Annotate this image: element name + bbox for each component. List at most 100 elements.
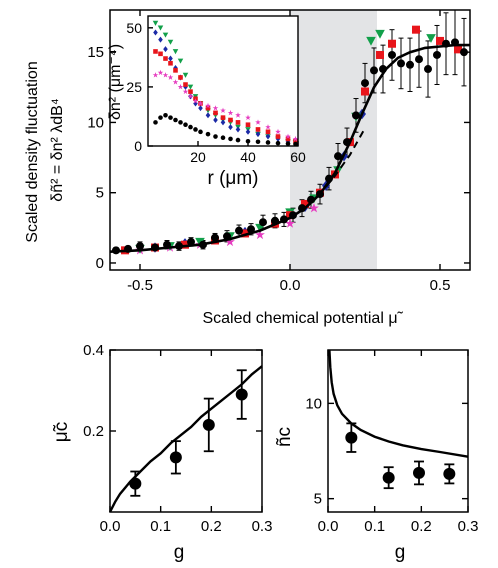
bottom-right-panel: 0.0 0.1 0.2 0.3 5 10 [305, 349, 478, 535]
main-data-point [426, 34, 436, 43]
inset-data-point [245, 128, 251, 135]
main-data-point [241, 229, 249, 238]
bottom-left-panel: 0.0 0.1 0.2 0.3 0.2 0.4 [83, 342, 272, 535]
inset-data-point [168, 55, 173, 62]
inset-data-point [157, 69, 164, 76]
inset-data-point [188, 89, 193, 94]
br-y-tick-label: 10 [305, 395, 322, 412]
main-data-point [370, 66, 378, 75]
br-x-tick-label: 0.1 [364, 518, 385, 535]
main-x-tick-label: 0.5 [430, 277, 451, 294]
inset-data-point [265, 129, 271, 135]
br-y-axis-label: ñc [274, 427, 295, 447]
inset-data-point [220, 107, 226, 113]
main-data-point [454, 45, 462, 54]
inset-data-point [293, 141, 298, 147]
inset-data-point [228, 124, 233, 131]
inset-data-point [205, 105, 211, 111]
inset-data-point [220, 119, 226, 126]
inset-data-point [228, 136, 233, 142]
main-data-point [255, 229, 265, 240]
inset-data-point [188, 124, 193, 130]
main-data-point [412, 25, 420, 34]
main-x-tick-label: 0.0 [280, 277, 301, 294]
main-data-point [406, 60, 414, 69]
inset-data-point [235, 137, 241, 143]
inset-data-point [178, 75, 183, 80]
br-data-point [443, 467, 456, 480]
inset-data-point [172, 49, 179, 55]
inset-data-point [255, 127, 261, 132]
inset-data-point [167, 39, 174, 45]
inset-data-point [255, 131, 261, 138]
inset-data-point [265, 140, 271, 145]
br-plot-frame [327, 349, 469, 513]
main-data-point [415, 55, 423, 64]
main-data-point [259, 218, 267, 227]
inset-data-point [255, 119, 261, 125]
bl-x-axis-label: g [174, 542, 185, 563]
inset-data-point [285, 136, 291, 142]
inset-data-point [172, 79, 179, 85]
critical-region-shading [290, 10, 377, 270]
inset-data-point [192, 98, 199, 104]
main-y-axis-label-line2: δñ² = δn² λdB⁴ [49, 98, 66, 202]
main-y-tick-label: 15 [87, 44, 104, 61]
main-x-axis-label: Scaled chemical potential μ̃ [202, 310, 403, 327]
main-fit-curve [109, 43, 470, 253]
inset-data-point [183, 82, 188, 87]
inset-data-point [163, 56, 168, 61]
inset-data-point [228, 117, 233, 123]
inset-data-point [275, 128, 281, 135]
inset-data-point [158, 115, 163, 120]
inset-x-tick-label: 40 [240, 149, 256, 165]
inset-data-point [177, 58, 184, 64]
bl-x-tick-label: 0.3 [252, 518, 273, 535]
inset-data-point [153, 120, 158, 125]
main-data-point [285, 218, 295, 228]
inset-data-point [275, 134, 281, 139]
main-data-point [301, 199, 309, 208]
inset-data-point [158, 36, 163, 43]
main-data-point [388, 39, 396, 48]
inset-y-axis-label: δn² (μm⁻⁴) [107, 44, 124, 120]
inset-data-point [205, 131, 211, 137]
main-x-tick-label: -0.5 [127, 277, 153, 294]
bl-data-point [129, 477, 142, 490]
br-data-point [345, 431, 358, 444]
inset-data-point [285, 141, 291, 146]
inset-y-tick-label: 0 [134, 138, 142, 154]
main-data-point [181, 240, 189, 249]
inset-data-point [255, 139, 261, 145]
inset-data-point [292, 135, 299, 142]
inset-data-point [167, 74, 174, 80]
bl-x-tick-label: 0.1 [150, 518, 171, 535]
main-data-point [136, 242, 144, 251]
main-data-point [388, 50, 396, 59]
main-data-point [361, 79, 369, 88]
inset-data-point [153, 49, 158, 54]
inset-data-point [293, 138, 298, 144]
bl-x-tick-label: 0.0 [100, 518, 121, 535]
inset-data-point [213, 117, 218, 123]
inset-data-point [152, 72, 159, 78]
inset-data-point [197, 100, 204, 106]
inset-data-point [173, 117, 178, 123]
main-data-point [376, 50, 384, 59]
inset-data-point [265, 124, 271, 130]
inset-data-point [163, 46, 168, 53]
main-data-point [187, 237, 195, 246]
bl-data-point [202, 418, 215, 431]
inset-data-point [162, 72, 169, 78]
main-data-point [334, 152, 342, 161]
bl-y-axis-label: μ̃c [51, 422, 72, 442]
br-x-tick-label: 0.2 [411, 518, 432, 535]
inset-data-point [227, 109, 234, 116]
br-data-point [382, 471, 395, 484]
br-data-point [413, 466, 425, 479]
inset-data-point [220, 135, 226, 141]
inset-data-point [285, 133, 291, 139]
inset-background [148, 16, 298, 146]
main-data-point [366, 36, 376, 46]
bl-data-point [169, 451, 182, 464]
